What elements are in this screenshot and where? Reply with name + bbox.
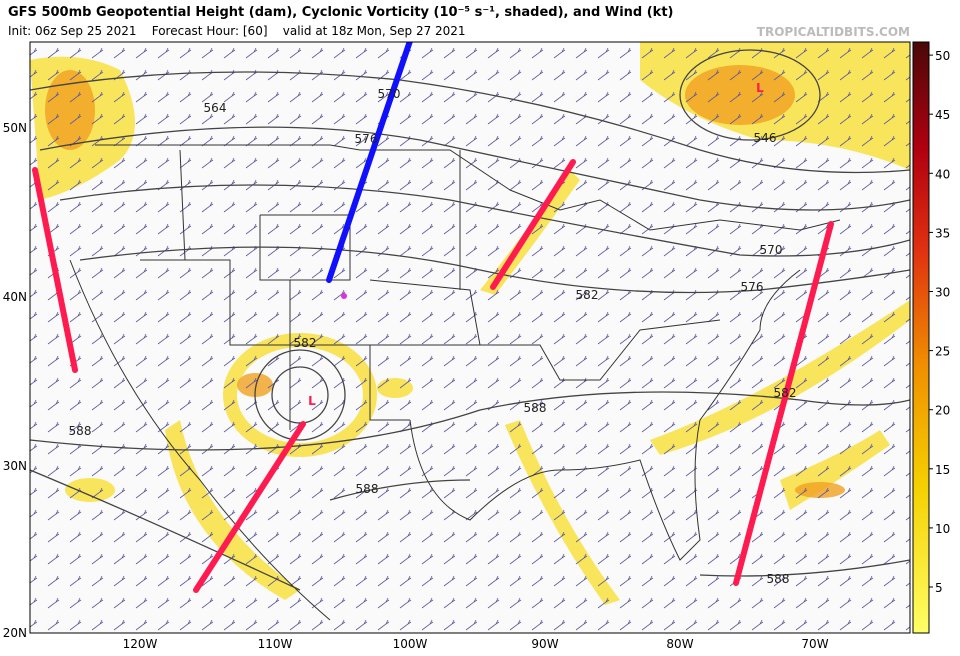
low-label: L [756, 81, 764, 95]
latitude-label: 40N [3, 290, 27, 304]
longitude-label: 110W [258, 637, 293, 651]
contour-label: 588 [69, 424, 92, 438]
contour-label: 582 [576, 288, 599, 302]
colorbar [912, 41, 930, 634]
colorbar-tick-label: 15 [935, 463, 950, 477]
colorbar-tick-label: 10 [935, 522, 950, 536]
contour-label: 546 [754, 131, 777, 145]
watermark: TROPICALTIDBITS.COM [757, 25, 910, 39]
contour-label: 576 [741, 280, 764, 294]
map: 564576570582582588588588588546570576582 … [30, 42, 910, 633]
latitude-label: 50N [3, 121, 27, 135]
subtitle: Init: 06z Sep 25 2021 Forecast Hour: [60… [8, 24, 466, 38]
contour-label: 582 [774, 386, 797, 400]
wind-barbs [30, 42, 910, 633]
contour-label: 564 [204, 101, 227, 115]
longitude-label: 90W [531, 637, 558, 651]
longitude-label: 70W [801, 637, 828, 651]
map-frame [29, 41, 911, 634]
latitude-label: 20N [3, 626, 27, 640]
axis-labels: 50N 40N 30N 20N 120W 110W 100W 90W 80W 70W [3, 121, 829, 651]
latitude-label: 30N [3, 459, 27, 473]
colorbar-tick-label: 45 [935, 108, 950, 122]
contour-label: 588 [767, 572, 790, 586]
colorbar-tick-label: 30 [935, 286, 950, 300]
contour-label: 582 [294, 336, 317, 350]
contour-label: 588 [524, 401, 547, 415]
low-label: L [308, 394, 316, 408]
longitude-label: 80W [666, 637, 693, 651]
contour-labels: 564 576 570 582 582 588 588 588 588 546 570 576 582 [69, 87, 797, 586]
ridge-line [326, 42, 413, 283]
longitude-label: 120W [123, 637, 158, 651]
title: GFS 500mb Geopotential Height (dam), Cyc… [8, 5, 674, 20]
colorbar-ticks: 5 10 15 20 25 30 35 40 45 50 [929, 49, 950, 595]
low-labels: LL [308, 81, 764, 408]
contour-label: 576 [355, 132, 378, 146]
contour-label: 570 [378, 87, 401, 101]
state-borders [69, 144, 841, 621]
colorbar-tick-label: 5 [935, 581, 943, 595]
colorbar-tick-label: 20 [935, 404, 950, 418]
height-contours [30, 49, 910, 591]
contour-label: 570 [760, 243, 783, 257]
contour-label: 588 [356, 482, 379, 496]
colorbar-tick-label: 40 [935, 167, 950, 181]
colorbar-tick-label: 35 [935, 226, 950, 240]
colorbar-tick-label: 25 [935, 345, 950, 359]
colorbar-tick-label: 50 [935, 49, 950, 63]
marker [341, 293, 347, 299]
trough-lines [32, 159, 834, 593]
longitude-label: 100W [393, 637, 428, 651]
